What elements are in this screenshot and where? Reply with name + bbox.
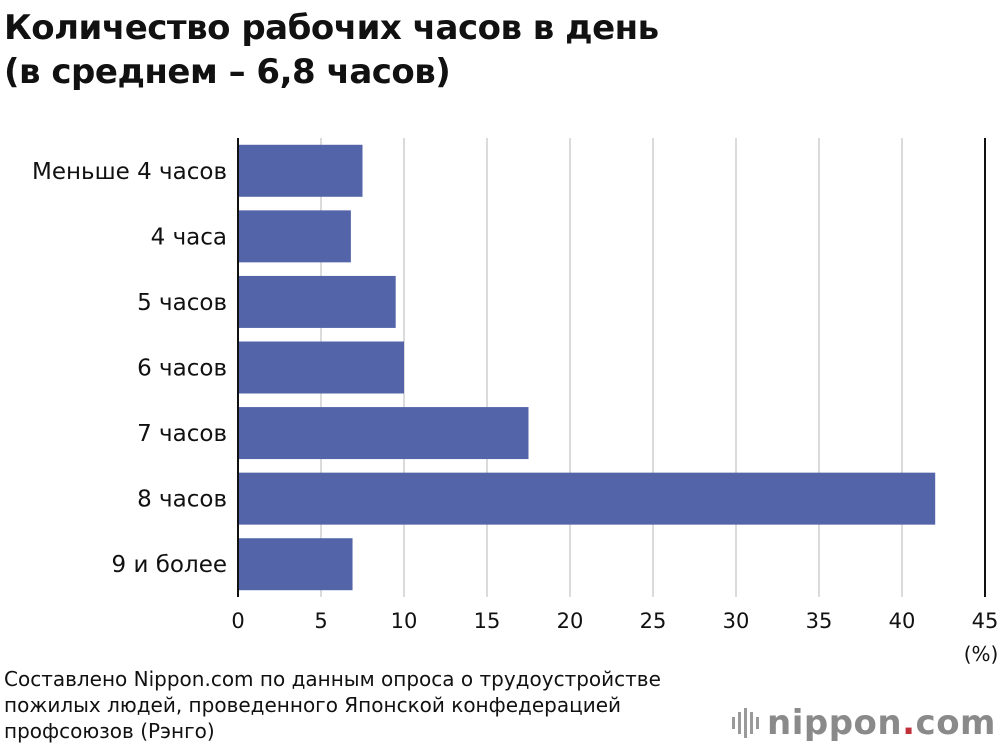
source-line-2: пожилых людей, проведенного Японской кон… bbox=[4, 693, 622, 717]
x-tick-label: 15 bbox=[474, 609, 501, 633]
bar bbox=[238, 275, 396, 328]
chart-title-line-2: (в среднем – 6,8 часов) bbox=[4, 52, 451, 92]
x-tick-label: 25 bbox=[640, 609, 667, 633]
y-category-label: 5 часов bbox=[137, 290, 227, 316]
x-tick-label: 20 bbox=[557, 609, 584, 633]
x-tick-label: 5 bbox=[314, 609, 327, 633]
y-category-label: 4 часа bbox=[151, 224, 227, 250]
source-note: Составлено Nippon.com по данным опроса о… bbox=[4, 666, 661, 744]
x-tick-label: 10 bbox=[391, 609, 418, 633]
y-category-label: 9 и более bbox=[112, 552, 227, 578]
bar-chart: 0 5 10 15 20 25 30 35 40 45 (%) Меньше 4 часов 4 час… bbox=[32, 138, 999, 666]
y-category-label: 8 часов bbox=[137, 487, 227, 513]
bar bbox=[238, 538, 353, 591]
x-unit-label: (%) bbox=[964, 642, 999, 666]
x-tick-label: 35 bbox=[806, 609, 833, 633]
chart-title: Количество рабочих часов в день (в средн… bbox=[4, 6, 659, 94]
y-category-label: Меньше 4 часов bbox=[32, 159, 227, 185]
y-category-label: 7 часов bbox=[137, 421, 227, 447]
logo-tld: com bbox=[915, 703, 996, 743]
logo-text: nippon bbox=[767, 703, 903, 743]
x-tick-label: 30 bbox=[723, 609, 750, 633]
y-category-label: 6 часов bbox=[137, 356, 227, 382]
x-tick-label: 0 bbox=[231, 609, 244, 633]
bar bbox=[238, 341, 404, 394]
logo-dot: . bbox=[902, 703, 916, 743]
bar bbox=[238, 144, 363, 197]
bar bbox=[238, 210, 351, 263]
chart-title-line-1: Количество рабочих часов в день bbox=[4, 8, 659, 48]
source-line-1: Составлено Nippon.com по данным опроса о… bbox=[4, 667, 661, 691]
source-line-3: профсоюзов (Рэнго) bbox=[4, 719, 215, 743]
nippon-logo: nippon. com bbox=[732, 703, 996, 743]
x-tick-label: 45 bbox=[972, 609, 999, 633]
bar bbox=[238, 472, 936, 525]
x-tick-label: 40 bbox=[889, 609, 916, 633]
nippon-bars-icon bbox=[732, 708, 760, 738]
bar bbox=[238, 407, 529, 460]
